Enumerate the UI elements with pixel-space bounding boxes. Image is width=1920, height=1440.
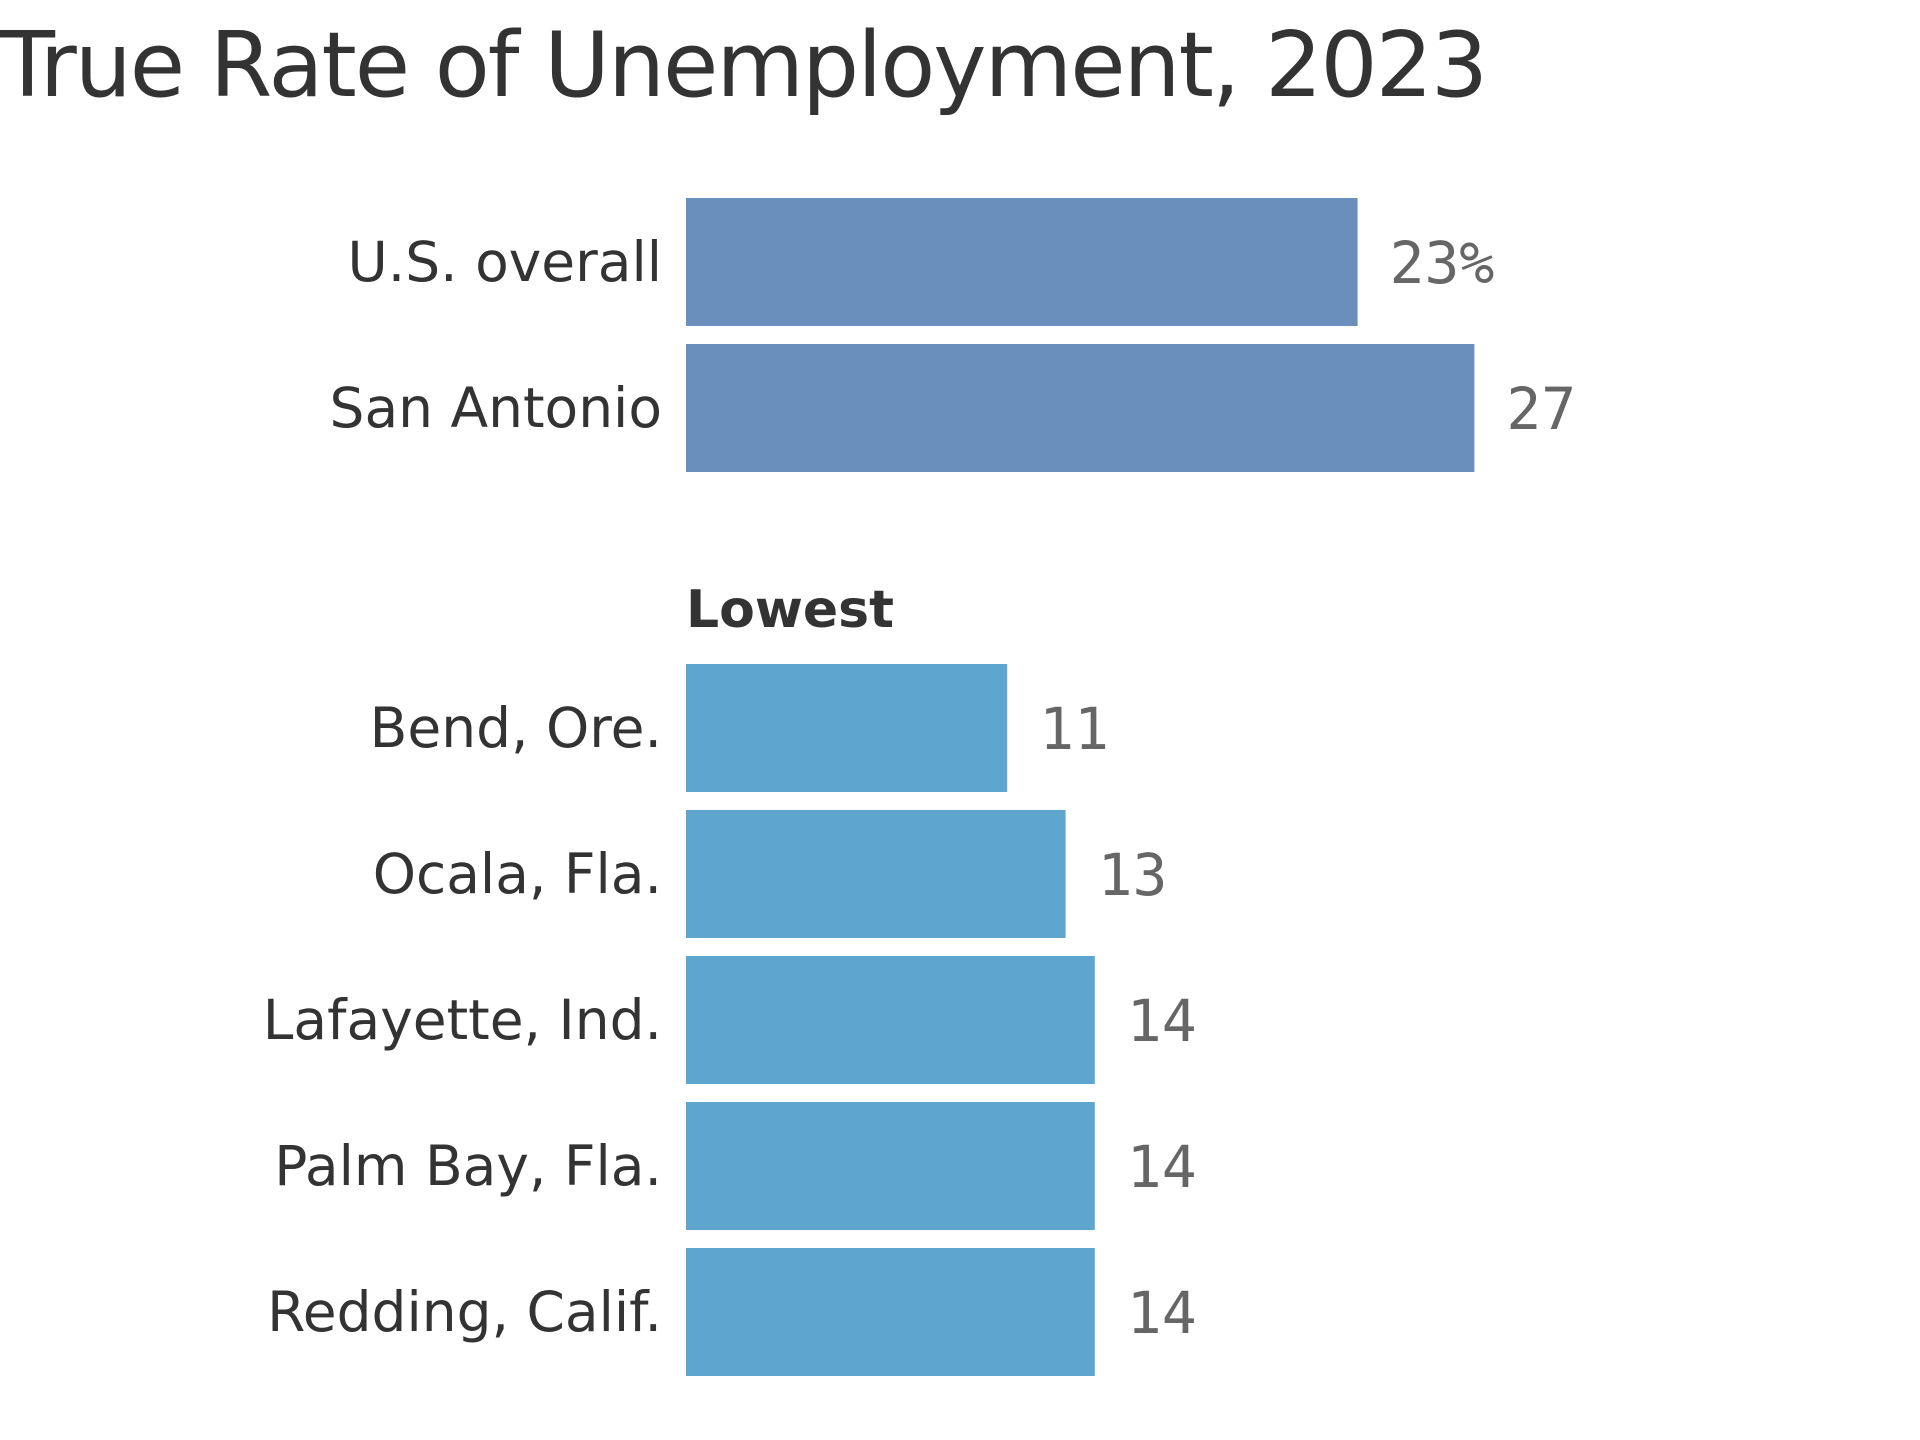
group-label: Lowest — [686, 580, 894, 640]
value-label: 27 — [1506, 375, 1576, 443]
category-label: U.S. overall — [347, 230, 662, 294]
bar — [686, 1102, 1095, 1230]
bar — [686, 198, 1358, 326]
value-label: 13 — [1098, 841, 1168, 909]
value-label: 14 — [1127, 1133, 1197, 1201]
category-label: Lafayette, Ind. — [263, 988, 662, 1052]
category-label: Palm Bay, Fla. — [274, 1134, 662, 1198]
category-label: Bend, Ore. — [370, 696, 662, 760]
bar — [686, 664, 1008, 792]
bar — [686, 956, 1095, 1084]
value-label: 14 — [1127, 987, 1197, 1055]
value-label: 14 — [1127, 1279, 1197, 1347]
category-label: Ocala, Fla. — [373, 842, 662, 906]
bar — [686, 1248, 1095, 1376]
category-label: Redding, Calif. — [267, 1280, 662, 1344]
chart-title: True Rate of Unemployment, 2023 — [0, 13, 1486, 118]
value-label: 11 — [1039, 695, 1109, 763]
bars-layer: U.S. overall 23% San Antonio 27 Lowest Bend, … — [263, 198, 1576, 1376]
category-label: San Antonio — [330, 376, 662, 440]
bar — [686, 344, 1475, 472]
value-label: 23% — [1390, 229, 1495, 297]
bar — [686, 810, 1066, 938]
